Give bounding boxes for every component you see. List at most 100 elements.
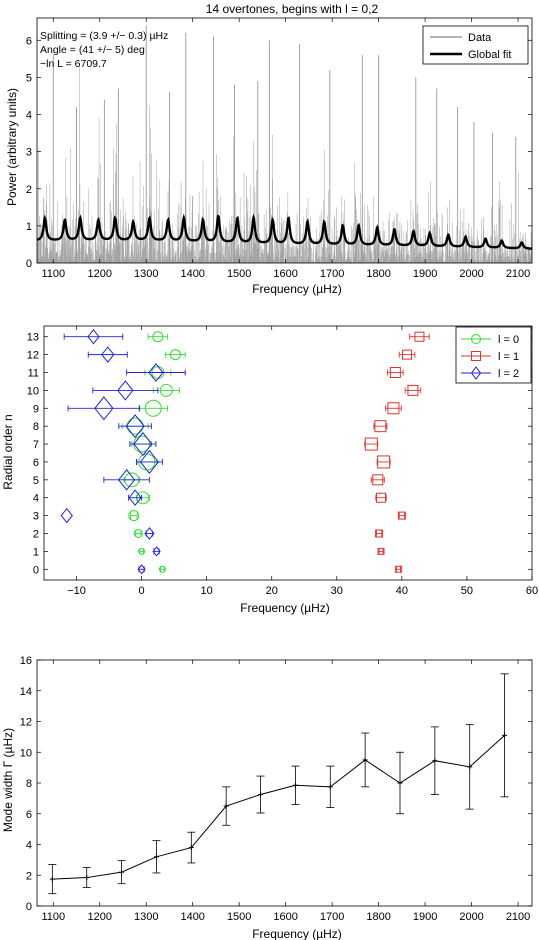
panel2-xtick-label: 40: [396, 585, 408, 597]
panel2-xtick-label: 0: [139, 585, 145, 597]
panel1-xtick-label: 1900: [413, 268, 437, 280]
panel2-legend: l = 0 l = 1 l = 2: [455, 326, 532, 384]
panel3-ytick-label: 0: [26, 901, 32, 913]
panel1-xtick-label: 1200: [88, 268, 112, 280]
splitting-annotation: Splitting = (3.9 +/− 0.3) µHz: [40, 30, 168, 42]
panel2-ytick-label: 2: [33, 528, 39, 540]
panel1-xtick-label: 1600: [273, 268, 297, 280]
panel2-xtick-label: 20: [266, 585, 278, 597]
l1-marker: [376, 492, 387, 503]
panel2-ylabel: Radial order n: [1, 414, 15, 489]
legend-data-label: Data: [468, 32, 492, 44]
mode-width-line: [52, 734, 505, 880]
l1-marker: [377, 547, 385, 555]
l0-marker: [152, 331, 164, 343]
l0-marker: [128, 510, 140, 522]
l1-marker: [377, 455, 391, 469]
panel2-legend-box: [455, 326, 532, 384]
panel1-ytick-label: 3: [26, 147, 32, 159]
legend-l2-marker: [470, 366, 482, 380]
panel1-ytick-label: 4: [26, 110, 32, 122]
power-spectrum-panel: 14 overtones, begins with l = 0,2 1100 12…: [5, 2, 533, 296]
l1-marker: [364, 437, 378, 451]
panel3-xtick-label: 1600: [273, 911, 297, 923]
panel3-xtick-label: 1300: [134, 911, 158, 923]
panel3-ytick-label: 2: [26, 870, 32, 882]
panel2-xtick-label: 50: [461, 585, 473, 597]
l0-marker: [158, 565, 166, 573]
l0-marker: [169, 349, 181, 361]
l2-marker: [60, 507, 73, 524]
panel2-ytick-label: 11: [28, 368, 39, 380]
l0-marker: [144, 399, 162, 417]
panel1-xtick-label: 1800: [366, 268, 390, 280]
l2-marker: [117, 469, 136, 491]
l1-marker: [389, 367, 401, 379]
legend-l1-label: l = 1: [498, 351, 519, 363]
panel2-ytick-label: 1: [33, 546, 39, 558]
panel2-ytick-label: 10: [27, 385, 39, 397]
likelihood-annotation: −ln L = 6709.7: [40, 58, 107, 70]
panel3-xtick-label: 1400: [180, 911, 204, 923]
panel1-xtick-label: 2000: [459, 268, 483, 280]
panel3-ytick-label: 10: [20, 747, 32, 759]
l2-marker: [117, 380, 134, 401]
legend-l2-label: l = 2: [498, 368, 519, 380]
panel2-xtick-label: −10: [67, 585, 86, 597]
panel3-ytick-label: 8: [26, 778, 32, 790]
panel2-ytick-label: 3: [33, 511, 39, 523]
panel2-ytick-label: 12: [27, 350, 39, 362]
panel3-ytick-label: 12: [20, 717, 32, 729]
l2-marker: [139, 449, 160, 474]
panel3-xtick-label: 1500: [227, 911, 251, 923]
panel1-title: 14 overtones, begins with l = 0,2: [206, 2, 379, 16]
panel3-xtick-label: 1800: [366, 911, 390, 923]
panel3-xlabel: Frequency (µHz): [252, 927, 342, 940]
l1-marker: [387, 402, 400, 415]
panel1-legend-box: [422, 25, 529, 65]
l2-marker: [148, 362, 164, 383]
panel1-legend: Data Global fit: [422, 25, 529, 65]
panel1-xtick-label: 1100: [41, 268, 65, 280]
legend-l0-label: l = 0: [498, 334, 519, 346]
l1-marker: [395, 565, 403, 573]
l2-marker: [152, 546, 161, 557]
panel3-ytick-label: 6: [26, 809, 32, 821]
panel3-xtick-label: 2000: [459, 911, 483, 923]
global-fit-curve: [36, 213, 533, 250]
panel1-frame: [36, 17, 533, 264]
panel2-ytick-label: 6: [33, 457, 39, 469]
l2-marker: [94, 396, 114, 421]
panel2-ytick-label: 7: [33, 439, 39, 451]
l2-marker: [128, 489, 142, 507]
panel2-ytick-label: 9: [33, 403, 39, 415]
panel1-xtick-label: 1300: [134, 268, 158, 280]
l2-marker: [87, 329, 100, 345]
panel2-points: [60, 329, 430, 575]
panel3-xtick-label: 1100: [41, 911, 65, 923]
panel2-ytick-label: 0: [33, 564, 39, 576]
panel2-xlabel: Frequency (µHz): [240, 601, 330, 615]
panel1-xtick-label: 1500: [227, 268, 251, 280]
panel2-ytick-label: 8: [33, 421, 39, 433]
panel2-ytick-label: 13: [27, 332, 39, 344]
panel2-ytick-label: 4: [33, 493, 39, 505]
legend-l0-marker: [471, 334, 481, 344]
panel1-xlabel: Frequency (µHz): [252, 282, 342, 296]
panel2-frame: [43, 325, 533, 581]
panel2-xtick-label: 30: [331, 585, 343, 597]
l1-marker: [397, 511, 406, 520]
angle-annotation: Angle = (41 +/− 5) deg: [40, 44, 145, 56]
panel1-xtick-label: 2100: [506, 268, 530, 280]
panel3-xtick-label: 1900: [413, 911, 437, 923]
l2-marker: [125, 414, 145, 439]
panel2-ytick-label: 5: [33, 475, 39, 487]
panel3-xtick-label: 1200: [88, 911, 112, 923]
legend-l1-marker: [471, 351, 481, 361]
panel1-xtick-label: 1400: [180, 268, 204, 280]
panel3-ylabel: Mode width Γ (µHz): [1, 728, 15, 832]
panel1-ytick-label: 0: [26, 258, 32, 270]
